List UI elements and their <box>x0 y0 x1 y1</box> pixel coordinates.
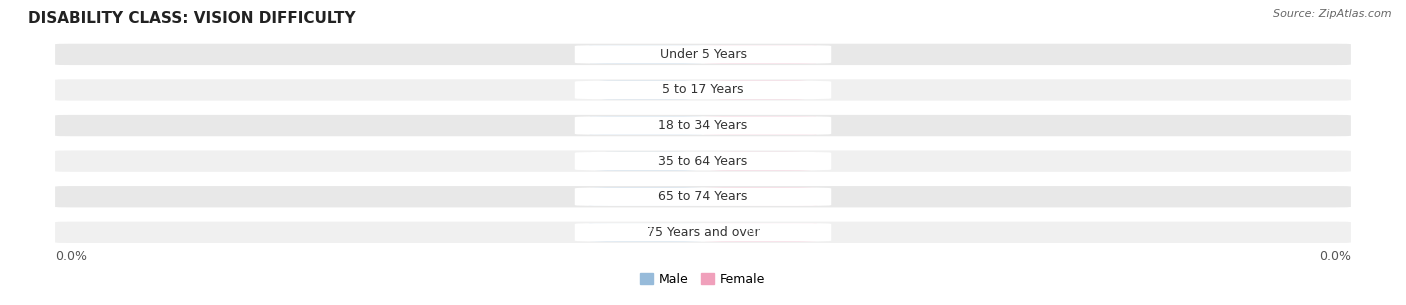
FancyBboxPatch shape <box>588 223 703 242</box>
Text: 0.0%: 0.0% <box>747 85 773 95</box>
FancyBboxPatch shape <box>575 116 831 135</box>
FancyBboxPatch shape <box>703 116 818 135</box>
FancyBboxPatch shape <box>703 81 818 99</box>
FancyBboxPatch shape <box>588 81 703 99</box>
Text: DISABILITY CLASS: VISION DIFFICULTY: DISABILITY CLASS: VISION DIFFICULTY <box>28 11 356 26</box>
FancyBboxPatch shape <box>703 223 818 242</box>
Text: 0.0%: 0.0% <box>633 49 659 59</box>
Legend: Male, Female: Male, Female <box>636 268 770 291</box>
Text: Under 5 Years: Under 5 Years <box>659 48 747 61</box>
FancyBboxPatch shape <box>575 152 831 170</box>
FancyBboxPatch shape <box>703 188 818 206</box>
FancyBboxPatch shape <box>588 188 703 206</box>
FancyBboxPatch shape <box>703 45 818 64</box>
Text: 0.0%: 0.0% <box>747 49 773 59</box>
FancyBboxPatch shape <box>575 45 831 64</box>
FancyBboxPatch shape <box>588 45 703 64</box>
Text: 0.0%: 0.0% <box>747 120 773 131</box>
Text: 0.0%: 0.0% <box>1319 250 1351 263</box>
Text: 0.0%: 0.0% <box>55 250 87 263</box>
Text: 18 to 34 Years: 18 to 34 Years <box>658 119 748 132</box>
FancyBboxPatch shape <box>588 116 703 135</box>
Text: 0.0%: 0.0% <box>633 85 659 95</box>
FancyBboxPatch shape <box>55 79 1351 101</box>
FancyBboxPatch shape <box>703 152 818 170</box>
Text: 0.0%: 0.0% <box>747 192 773 202</box>
Text: 0.0%: 0.0% <box>633 156 659 166</box>
Text: 35 to 64 Years: 35 to 64 Years <box>658 155 748 168</box>
Text: 0.0%: 0.0% <box>633 120 659 131</box>
Text: 5 to 17 Years: 5 to 17 Years <box>662 84 744 96</box>
FancyBboxPatch shape <box>55 44 1351 65</box>
Text: 0.0%: 0.0% <box>747 156 773 166</box>
FancyBboxPatch shape <box>575 81 831 99</box>
FancyBboxPatch shape <box>55 115 1351 136</box>
FancyBboxPatch shape <box>55 186 1351 207</box>
Text: 0.0%: 0.0% <box>633 192 659 202</box>
Text: Source: ZipAtlas.com: Source: ZipAtlas.com <box>1274 9 1392 19</box>
Text: 0.0%: 0.0% <box>633 227 659 237</box>
FancyBboxPatch shape <box>55 150 1351 172</box>
Text: 75 Years and over: 75 Years and over <box>647 226 759 239</box>
Text: 0.0%: 0.0% <box>747 227 773 237</box>
Text: 65 to 74 Years: 65 to 74 Years <box>658 190 748 203</box>
FancyBboxPatch shape <box>55 222 1351 243</box>
FancyBboxPatch shape <box>588 152 703 170</box>
FancyBboxPatch shape <box>575 188 831 206</box>
FancyBboxPatch shape <box>575 223 831 242</box>
